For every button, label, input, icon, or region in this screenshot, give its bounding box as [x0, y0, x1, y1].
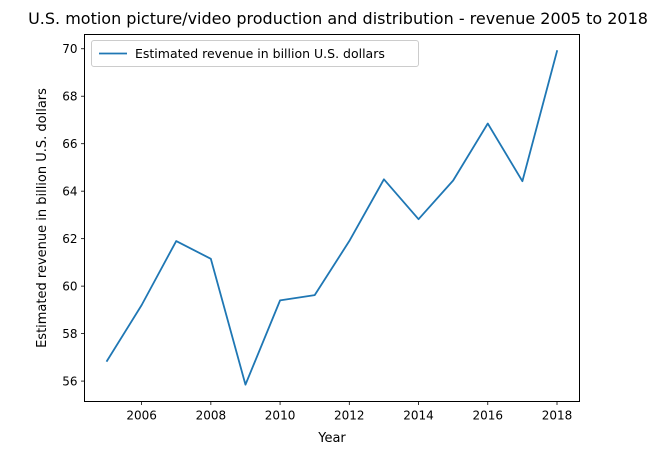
y-axis-label: Estimated revenue in billion U.S. dollar…: [35, 88, 50, 348]
y-tick-label: 58: [62, 327, 77, 341]
legend-label: Estimated revenue in billion U.S. dollar…: [135, 46, 385, 61]
x-tick-label: 2008: [196, 409, 227, 423]
x-tick-label: 2010: [265, 409, 296, 423]
x-tick-label: 2012: [334, 409, 365, 423]
y-tick-label: 60: [62, 279, 77, 293]
y-tick-label: 66: [62, 137, 77, 151]
x-axis-label: Year: [317, 431, 346, 446]
y-axis-ticks: 56 58 60 62 64 66 68 70: [62, 42, 85, 388]
legend: Estimated revenue in billion U.S. dollar…: [91, 40, 419, 67]
y-tick-label: 68: [62, 90, 77, 104]
x-axis-ticks: 2006 2008 2010 2012 2014 2016 2018: [126, 401, 573, 423]
chart-title: U.S. motion picture/video production and…: [28, 9, 648, 28]
series-line: [105, 50, 559, 386]
plot-frame: [84, 34, 580, 402]
legend-box: [91, 40, 419, 67]
x-tick-label: 2016: [472, 409, 503, 423]
plot-area: [84, 34, 580, 402]
y-tick-label: 64: [62, 184, 77, 198]
y-tick-label: 56: [62, 374, 77, 388]
x-tick-label: 2006: [126, 409, 157, 423]
x-tick-label: 2018: [542, 409, 573, 423]
x-tick-label: 2014: [403, 409, 434, 423]
y-tick-label: 62: [62, 232, 77, 246]
y-tick-label: 70: [62, 42, 77, 56]
